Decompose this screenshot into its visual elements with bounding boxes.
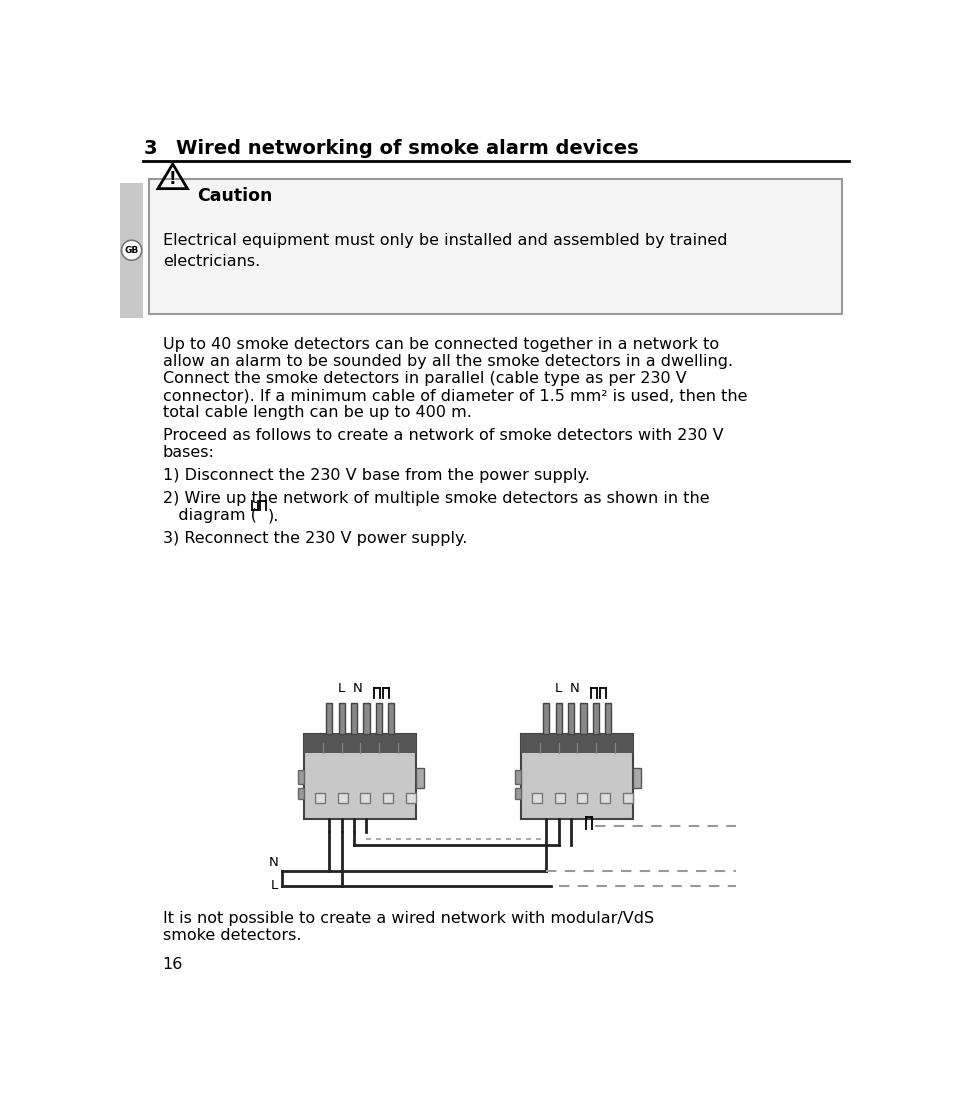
Text: 3) Reconnect the 230 V power supply.: 3) Reconnect the 230 V power supply. — [162, 532, 467, 546]
Text: Caution: Caution — [198, 188, 273, 205]
Bar — [634, 768, 641, 788]
Bar — [605, 703, 612, 734]
Text: Electrical equipment must only be installed and assembled by trained: Electrical equipment must only be instal… — [162, 233, 727, 249]
Text: total cable length can be up to 400 m.: total cable length can be up to 400 m. — [162, 405, 471, 420]
Text: smoke detectors.: smoke detectors. — [162, 928, 301, 942]
Text: ).: ). — [267, 508, 278, 523]
Bar — [592, 703, 599, 734]
Text: !: ! — [169, 170, 177, 189]
Bar — [304, 734, 417, 753]
Bar — [623, 793, 633, 804]
Text: 1) Disconnect the 230 V base from the power supply.: 1) Disconnect the 230 V base from the po… — [162, 468, 589, 483]
Text: Connect the smoke detectors in parallel (cable type as per 230 V: Connect the smoke detectors in parallel … — [162, 371, 686, 386]
Bar — [338, 793, 348, 804]
Bar — [120, 183, 143, 317]
Bar — [383, 793, 393, 804]
Text: It is not possible to create a wired network with modular/VdS: It is not possible to create a wired net… — [162, 911, 654, 926]
Bar — [298, 788, 304, 799]
Text: bases:: bases: — [162, 445, 214, 460]
Text: L: L — [272, 879, 278, 892]
Text: L: L — [338, 683, 346, 695]
Bar — [600, 793, 610, 804]
Bar — [388, 703, 395, 734]
Bar — [405, 793, 416, 804]
Text: Proceed as follows to create a network of smoke detectors with 230 V: Proceed as follows to create a network o… — [162, 428, 723, 443]
Bar — [521, 734, 634, 753]
Text: allow an alarm to be sounded by all the smoke detectors in a dwelling.: allow an alarm to be sounded by all the … — [162, 354, 732, 370]
Text: Wired networking of smoke alarm devices: Wired networking of smoke alarm devices — [176, 139, 638, 158]
Text: GB: GB — [125, 245, 139, 254]
Text: 3: 3 — [143, 139, 156, 158]
Bar — [375, 703, 382, 734]
FancyBboxPatch shape — [150, 180, 842, 314]
Text: diagram (: diagram ( — [162, 508, 256, 523]
Bar — [556, 703, 562, 734]
Bar — [339, 703, 345, 734]
Text: 16: 16 — [162, 957, 183, 972]
Bar — [532, 793, 542, 804]
Bar — [351, 703, 357, 734]
Text: N: N — [569, 683, 579, 695]
Bar — [581, 703, 587, 734]
Bar — [363, 703, 370, 734]
Bar — [417, 768, 424, 788]
Text: L: L — [555, 683, 563, 695]
Text: N: N — [352, 683, 362, 695]
Bar — [360, 793, 371, 804]
Circle shape — [122, 240, 142, 260]
Bar — [543, 703, 549, 734]
Bar — [326, 703, 332, 734]
Bar — [315, 793, 325, 804]
Bar — [577, 793, 588, 804]
Text: connector). If a minimum cable of diameter of 1.5 mm² is used, then the: connector). If a minimum cable of diamet… — [162, 388, 747, 403]
Text: 2) Wire up the network of multiple smoke detectors as shown in the: 2) Wire up the network of multiple smoke… — [162, 492, 709, 506]
Text: N: N — [269, 856, 278, 869]
Text: Up to 40 smoke detectors can be connected together in a network to: Up to 40 smoke detectors can be connecte… — [162, 337, 719, 352]
Bar — [515, 788, 521, 799]
Bar — [304, 734, 417, 818]
Bar — [568, 703, 574, 734]
Text: electricians.: electricians. — [162, 254, 260, 269]
Bar — [298, 770, 304, 784]
Bar — [515, 770, 521, 784]
Bar — [555, 793, 564, 804]
Bar — [521, 734, 634, 818]
